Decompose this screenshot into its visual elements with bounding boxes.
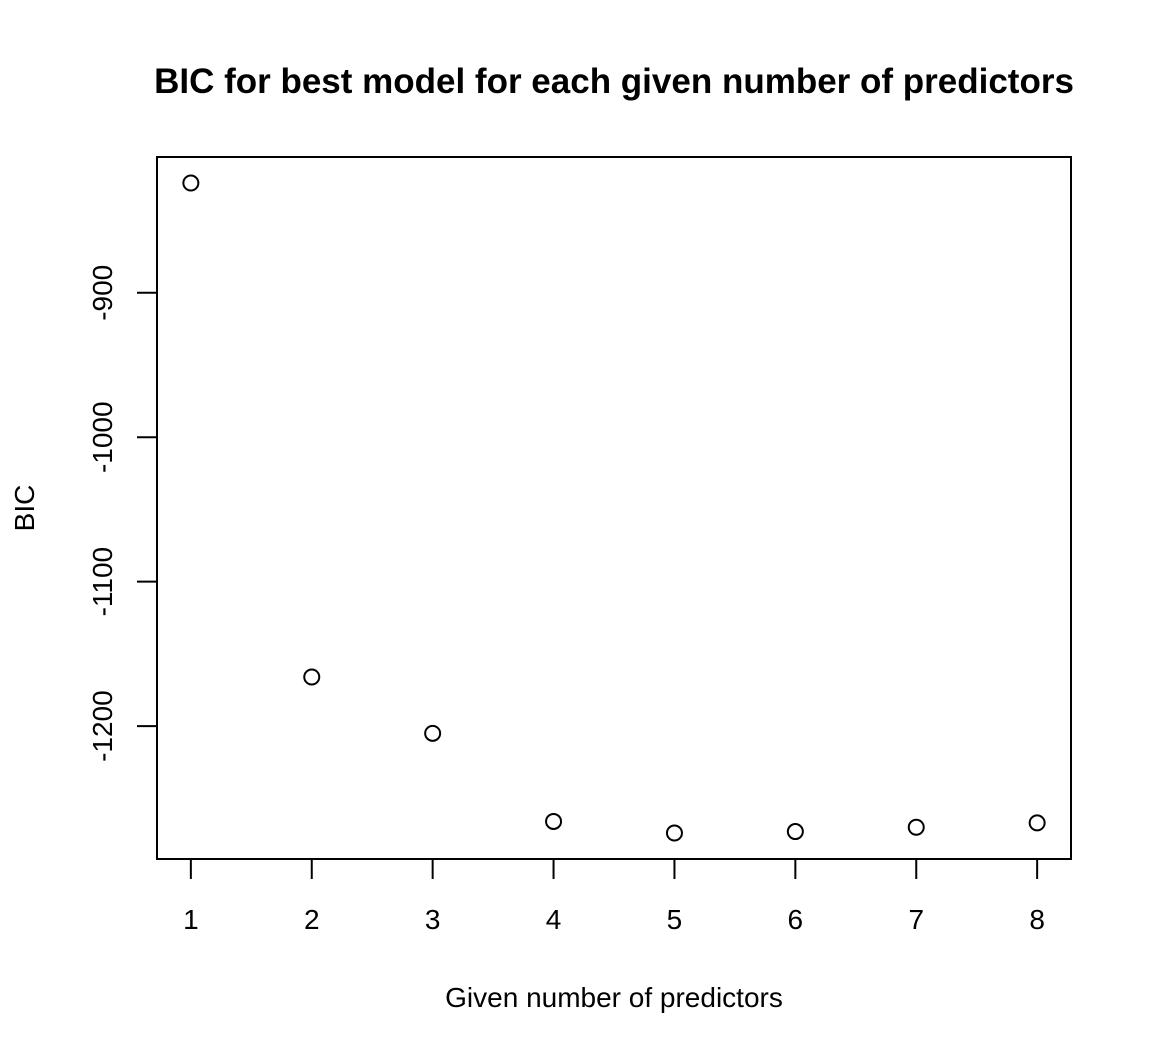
x-tick-label: 3 (425, 904, 441, 935)
y-axis: -900 -1000 -1100 -1200 (87, 265, 158, 762)
y-tick-label: -900 (87, 265, 118, 321)
data-point (1028, 814, 1046, 832)
data-point (303, 668, 321, 686)
data-point (665, 824, 683, 842)
data-point (424, 724, 442, 742)
chart-title: BIC for best model for each given number… (154, 62, 1074, 101)
x-axis: 1 2 3 4 5 6 7 8 (183, 858, 1045, 935)
x-tick-label: 1 (183, 904, 199, 935)
plot-frame (156, 156, 1072, 860)
x-tick-label: 2 (304, 904, 320, 935)
y-tick-label: -1100 (87, 547, 118, 617)
data-points (182, 174, 1046, 842)
x-tick-label: 6 (788, 904, 804, 935)
data-point (182, 174, 200, 192)
y-tick-label: -1200 (87, 690, 118, 762)
data-point (545, 812, 563, 830)
x-tick-label: 8 (1029, 904, 1045, 935)
data-point (786, 823, 804, 841)
x-tick-label: 4 (546, 904, 562, 935)
y-axis-label: BIC (9, 485, 40, 532)
x-tick-label: 5 (667, 904, 683, 935)
x-axis-label: Given number of predictors (445, 982, 783, 1013)
data-point (907, 818, 925, 836)
x-tick-label: 7 (908, 904, 924, 935)
y-tick-label: -1000 (87, 401, 118, 473)
